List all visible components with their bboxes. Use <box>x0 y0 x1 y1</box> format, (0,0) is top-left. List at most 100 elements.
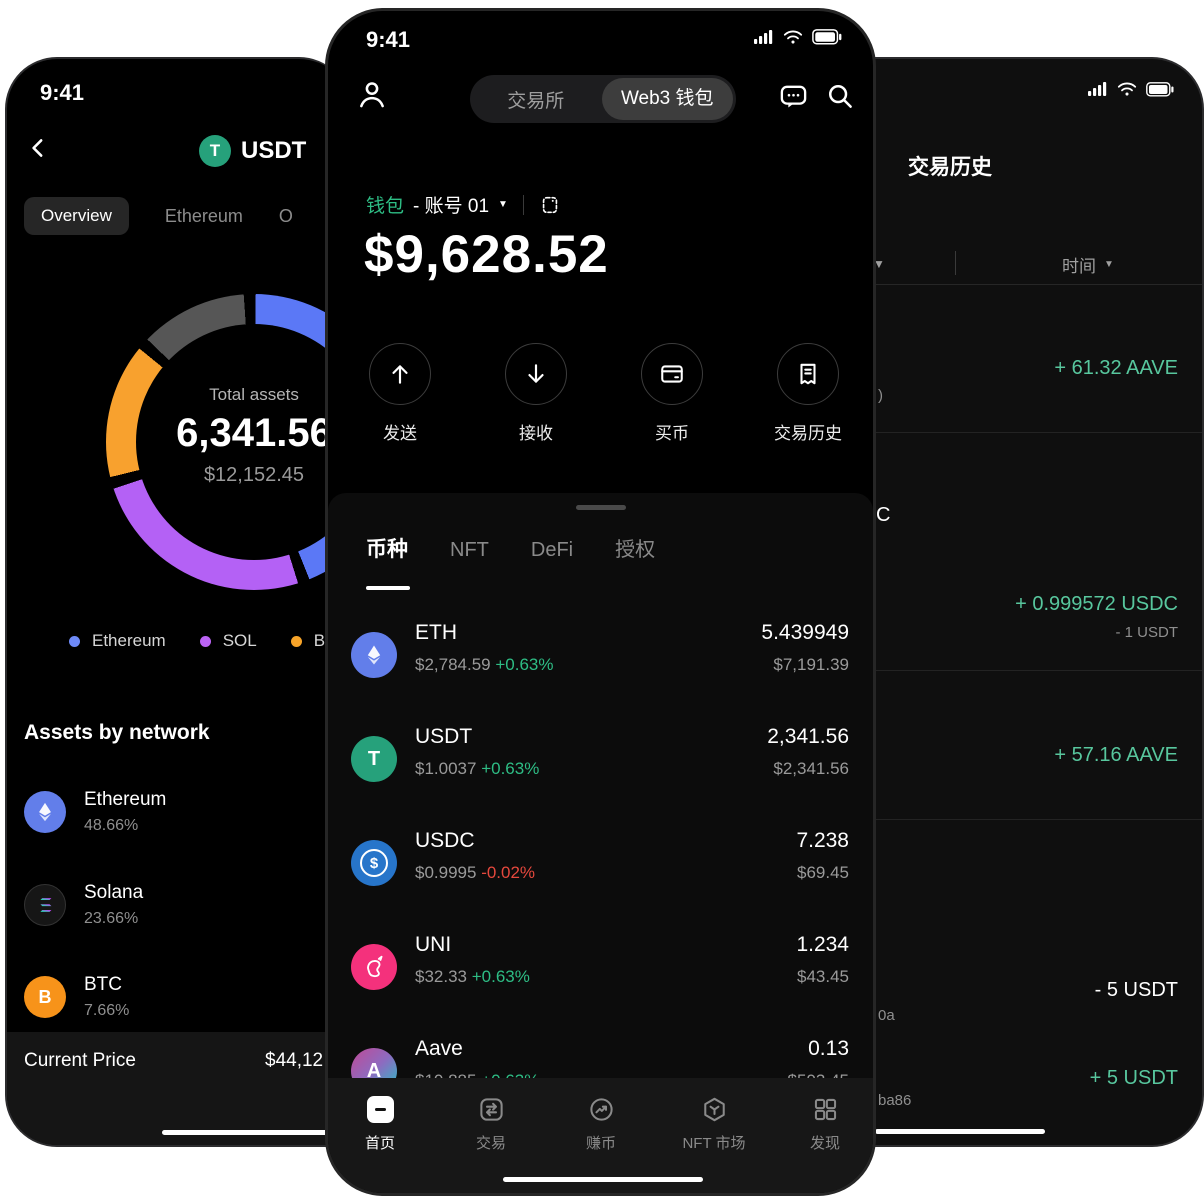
eth-icon <box>351 632 397 678</box>
ethereum-network-icon <box>24 791 66 833</box>
total-balance: $9,628.52 <box>364 225 609 284</box>
total-assets-fiat: $12,152.45 <box>203 464 305 486</box>
nav-home[interactable]: 首页 <box>328 1094 435 1153</box>
token-row-usdt[interactable]: T USDT $1.0037 +0.63% 2,341.56 $2,341.56 <box>328 707 873 811</box>
usdt-icon: T <box>351 736 397 782</box>
assets-by-network-title: Assets by network <box>24 721 210 744</box>
uni-icon <box>351 944 397 990</box>
active-tab-underline <box>366 586 410 590</box>
page-title-label: USDT <box>241 137 307 164</box>
profile-button[interactable] <box>355 77 389 111</box>
exchange-wallet-segmented-control: 交易所 Web3 钱包 <box>470 75 736 123</box>
legend-sol: SOL <box>199 631 257 651</box>
account-switch-icon[interactable] <box>539 194 561 216</box>
status-time: 9:41 <box>40 80 85 105</box>
support-chat-button[interactable] <box>778 81 809 112</box>
trade-icon <box>478 1096 505 1123</box>
history-page-title: 交易历史 <box>908 156 992 179</box>
tab-nft[interactable]: NFT <box>450 539 489 561</box>
chart-legend: Ethereum SOL BTC <box>69 631 348 651</box>
legend-dot-ethereum <box>69 635 80 647</box>
wallet-account-selector[interactable]: 钱包 - 账号 01 ▼ <box>366 191 561 218</box>
change-pct: +0.63% <box>471 967 530 986</box>
filter-bottom-border <box>840 284 1202 285</box>
status-icons <box>754 29 842 45</box>
search-button[interactable] <box>825 81 855 111</box>
tx-address-fragment: ba86 <box>878 1092 912 1109</box>
legend-dot-sol <box>199 635 211 647</box>
battery-icon <box>812 29 842 45</box>
sheet-drag-handle[interactable] <box>576 505 626 510</box>
nft-market-icon <box>701 1096 728 1123</box>
tx-amount: - 5 USDT <box>1094 979 1178 1001</box>
legend-dot-btc <box>290 635 302 647</box>
btc-network-icon: B <box>24 976 66 1018</box>
receive-icon <box>523 361 549 387</box>
token-row-uni[interactable]: UNI $32.33 +0.63% 1.234 $43.45 <box>328 915 873 1019</box>
segment-web3-wallet[interactable]: Web3 钱包 <box>601 78 733 120</box>
tx-title-fragment: C <box>876 504 891 526</box>
discover-grid-icon <box>812 1096 839 1123</box>
home-indicator[interactable] <box>875 1129 1045 1134</box>
back-button[interactable] <box>26 135 52 161</box>
card-icon <box>659 361 685 387</box>
phone-asset-overview: 9:41 T USDT Overview Ethereum O Total as… <box>5 57 351 1147</box>
current-price-value: $44,12 <box>265 1050 324 1071</box>
change-pct: +0.63% <box>481 759 540 778</box>
nav-nft-market[interactable]: NFT 市场 <box>659 1094 769 1153</box>
signal-icon <box>754 29 774 45</box>
receive-button[interactable]: 接收 <box>476 343 596 444</box>
time-filter-dropdown[interactable]: 时间 ▼ <box>1062 257 1114 276</box>
wifi-icon <box>783 29 803 45</box>
nav-earn[interactable]: 赚币 <box>546 1094 656 1153</box>
nav-discover[interactable]: 发现 <box>770 1094 873 1153</box>
transaction-history-button[interactable]: 交易历史 <box>748 343 868 444</box>
status-icons <box>1088 81 1174 97</box>
tx-address-fragment: 0a <box>878 1007 895 1024</box>
send-button[interactable]: 发送 <box>340 343 460 444</box>
page-title: T USDT <box>199 135 306 167</box>
tx-amount: + 0.999572 USDC <box>1015 593 1178 615</box>
tab-defi[interactable]: DeFi <box>530 539 574 561</box>
usdt-icon: T <box>199 135 231 167</box>
donut-hole <box>136 324 351 560</box>
filter-divider <box>955 251 956 275</box>
network-row-ethereum[interactable]: Ethereum 48.66% <box>24 789 166 835</box>
total-assets-label: Total assets <box>209 385 299 404</box>
tx-amount: + 57.16 AAVE <box>1054 744 1178 766</box>
tx-sub-amount: - 1 USDT <box>1115 624 1178 641</box>
send-icon <box>387 361 413 387</box>
donut-center-text: Total assets 6,341.56 $12,152.45 <box>103 385 351 487</box>
home-indicator[interactable] <box>503 1177 703 1182</box>
tx-amount: + 5 USDT <box>1089 1067 1178 1089</box>
status-time: 9:41 <box>366 27 411 52</box>
network-row-btc[interactable]: B BTC 7.66% <box>24 974 129 1020</box>
account-label: - 账号 01 <box>413 196 490 217</box>
solana-network-icon <box>24 884 66 926</box>
segment-exchange[interactable]: 交易所 <box>507 90 565 112</box>
buy-crypto-button[interactable]: 买币 <box>612 343 732 444</box>
profile-icon <box>355 77 389 111</box>
tab-third-partial[interactable]: O <box>278 205 293 226</box>
home-icon <box>366 1095 394 1123</box>
asset-type-tabs: 币种 NFT DeFi 授权 <box>366 533 655 563</box>
network-row-solana[interactable]: Solana 23.66% <box>24 882 143 928</box>
history-doc-icon <box>795 361 821 387</box>
wifi-icon <box>1117 81 1137 97</box>
assets-sheet: 币种 NFT DeFi 授权 ETH $2,784.59 +0.63% 5.43… <box>328 493 873 1193</box>
tab-ethereum[interactable]: Ethereum <box>164 205 243 226</box>
usdc-icon: $ <box>351 840 397 886</box>
nav-trade[interactable]: 交易 <box>436 1094 546 1153</box>
token-row-eth[interactable]: ETH $2,784.59 +0.63% 5.439949 $7,191.39 <box>328 603 873 707</box>
back-icon <box>26 135 52 161</box>
home-indicator[interactable] <box>162 1130 342 1135</box>
tab-overview[interactable]: Overview <box>24 197 129 235</box>
total-assets-amount: 6,341.56 <box>176 411 332 455</box>
token-row-usdc[interactable]: $ USDC $0.9995 -0.02% 7.238 $69.45 <box>328 811 873 915</box>
chat-icon <box>778 81 809 112</box>
tab-coins[interactable]: 币种 <box>366 538 408 561</box>
tx-amount: + 61.32 AAVE <box>1054 357 1178 379</box>
tab-approvals[interactable]: 授权 <box>615 539 656 561</box>
filter-chevron-partial[interactable]: ▼ <box>873 257 885 271</box>
